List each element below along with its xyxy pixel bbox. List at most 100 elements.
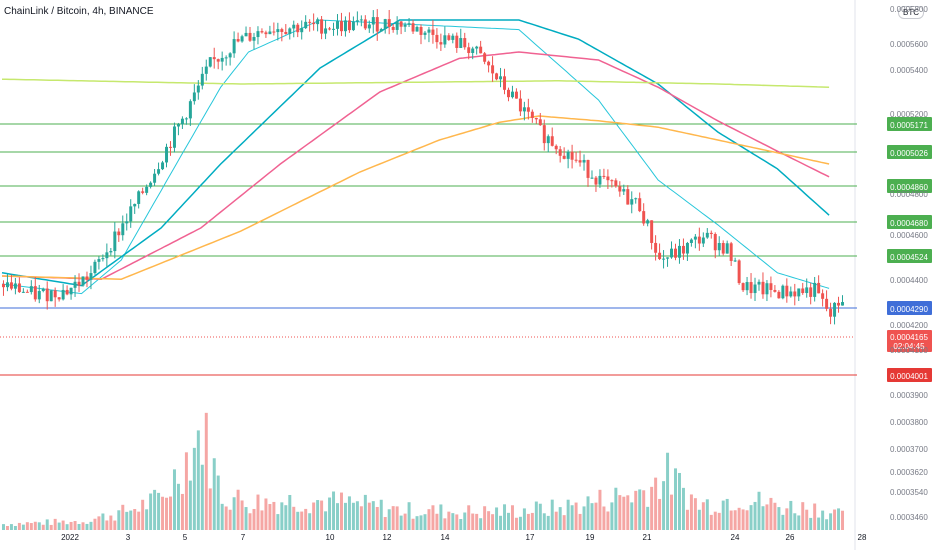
volume-bar <box>153 489 157 530</box>
volume-bar <box>809 517 813 530</box>
candle-body <box>165 146 169 163</box>
candle-body <box>240 36 244 42</box>
price-level-label: 0.0004680 <box>890 219 928 228</box>
price-level-tag[interactable] <box>887 179 932 193</box>
candle-body <box>594 177 598 185</box>
volume-bar <box>25 522 29 530</box>
volume-bar <box>483 506 487 530</box>
volume-bar <box>590 503 594 530</box>
candle-body <box>471 48 475 53</box>
candle-body <box>363 19 367 29</box>
candle-body <box>522 107 526 112</box>
candle-body <box>447 35 451 40</box>
candle-body <box>332 28 336 30</box>
candle-body <box>9 282 13 289</box>
volume-bar <box>761 506 765 530</box>
candle-body <box>355 20 359 22</box>
candle-body <box>53 290 57 298</box>
candle-body <box>570 151 574 160</box>
candle-body <box>157 169 161 174</box>
y-tick-label: 0.0005200 <box>890 110 928 119</box>
candle-body <box>558 149 562 156</box>
candle-body <box>57 297 61 300</box>
y-tick-label: 0.0004400 <box>890 276 928 285</box>
volume-bar <box>594 502 598 530</box>
volume-bar <box>685 509 689 530</box>
candle-body <box>677 245 681 258</box>
volume-bar <box>626 495 630 530</box>
price-level-tag[interactable] <box>887 145 932 159</box>
candle-body <box>467 47 471 53</box>
candle-body <box>296 24 300 33</box>
y-tick-label: 0.0005800 <box>890 5 928 14</box>
candle-body <box>256 31 260 38</box>
candle-body <box>49 290 53 302</box>
candle-body <box>650 220 654 243</box>
candle-body <box>236 39 240 42</box>
volume-bar <box>499 515 503 530</box>
volume-bar <box>212 458 216 530</box>
volume-bar <box>757 491 761 530</box>
candle-body <box>499 76 503 80</box>
candle-body <box>455 35 459 48</box>
volume-bar <box>427 509 431 530</box>
currency-badge[interactable]: BTC <box>898 6 924 19</box>
candle-body <box>574 159 578 161</box>
candle-body <box>33 286 37 300</box>
volume-bar <box>435 513 439 530</box>
candle-body <box>658 252 662 260</box>
candle-body <box>403 24 407 27</box>
price-level-tag[interactable] <box>887 368 932 382</box>
price-level-tag[interactable] <box>887 301 932 315</box>
current-price-tag[interactable] <box>887 330 932 352</box>
volume-bar <box>801 502 805 530</box>
candle-body <box>172 126 176 148</box>
volume-bar <box>709 514 713 530</box>
candle-body <box>542 125 546 144</box>
volume-bar <box>85 523 89 530</box>
candle-body <box>829 308 833 317</box>
candle-body <box>479 46 483 54</box>
volume-bar <box>566 499 570 530</box>
candle-body <box>391 26 395 30</box>
candle-body <box>701 237 705 244</box>
volume-bar <box>503 504 507 530</box>
volume-bar <box>41 524 45 530</box>
candle-body <box>367 24 371 29</box>
candle-body <box>741 283 745 291</box>
candle-body <box>689 239 693 243</box>
candle-body <box>29 286 33 293</box>
candle-body <box>320 19 324 34</box>
y-tick-label: 0.0005400 <box>890 66 928 75</box>
volume-bar <box>654 477 658 530</box>
volume-bar <box>200 464 204 530</box>
price-level-tag[interactable] <box>887 249 932 263</box>
volume-bar <box>77 523 81 530</box>
volume-bar <box>284 505 288 530</box>
volume-bar <box>467 505 471 530</box>
candle-body <box>777 291 781 299</box>
volume-bar <box>463 512 467 530</box>
moving-average-line <box>1 19 830 287</box>
candle-body <box>554 145 558 150</box>
volume-bar <box>125 511 129 530</box>
x-tick-label: 19 <box>586 533 595 542</box>
volume-bar <box>495 507 499 530</box>
price-level-tag[interactable] <box>887 215 932 229</box>
candle-body <box>721 243 725 254</box>
candle-body <box>618 186 622 192</box>
candle-body <box>709 232 713 234</box>
candle-body <box>602 175 606 177</box>
volume-bar <box>367 502 371 530</box>
candle-body <box>81 276 85 286</box>
volume-bar <box>542 513 546 530</box>
volume-bar <box>296 511 300 530</box>
candle-body <box>697 236 701 244</box>
volume-bar <box>101 513 105 530</box>
candle-body <box>582 159 586 163</box>
candle-body <box>821 293 825 299</box>
volume-bar <box>773 502 777 530</box>
candle-body <box>507 89 510 98</box>
price-level-tag[interactable] <box>887 117 932 131</box>
